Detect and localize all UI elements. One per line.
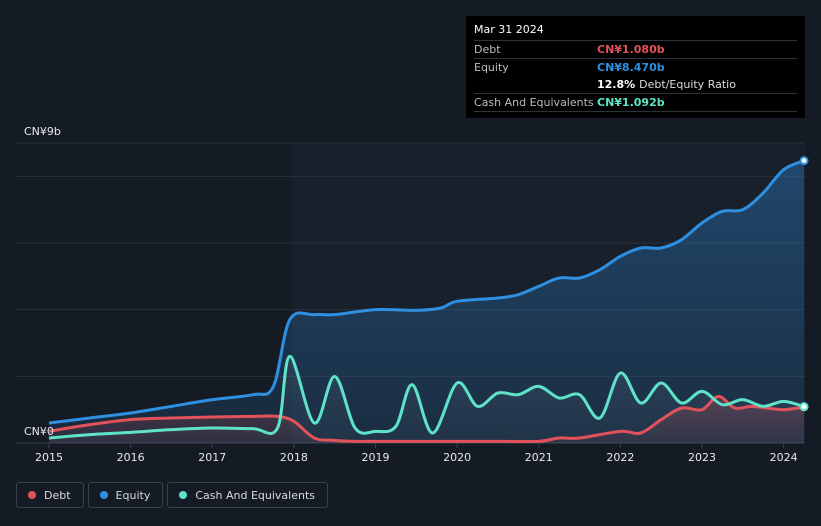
- cash-end-point: [799, 402, 809, 412]
- tooltip-row-equity: Equity CN¥8.470b: [474, 58, 797, 76]
- x-axis-ticks: 2015 2016 2017 2018 2019 2020 2021 2022 2023 2024: [35, 443, 798, 464]
- legend-item-debt[interactable]: Debt: [16, 482, 84, 508]
- tooltip-cash-label: Cash And Equivalents: [474, 96, 594, 109]
- x-tick-label: 2015: [35, 451, 63, 464]
- cash-area: [49, 356, 804, 443]
- tooltip-debt-value: CN¥1.080b: [597, 43, 665, 56]
- x-tick-label: 2016: [117, 451, 145, 464]
- x-tick-label: 2024: [770, 451, 798, 464]
- equity-line: [48, 159, 805, 425]
- debt-dot-icon: [28, 491, 36, 499]
- legend-label-debt: Debt: [44, 488, 71, 502]
- cash-line: [48, 354, 805, 440]
- tooltip-cash-value: CN¥1.092b: [597, 96, 665, 109]
- chart-legend: Debt Equity Cash And Equivalents: [16, 482, 328, 508]
- x-tick-label: 2017: [198, 451, 226, 464]
- y-top-label: CN¥9b: [24, 125, 61, 138]
- legend-item-equity[interactable]: Equity: [87, 482, 164, 508]
- tooltip-equity-value: CN¥8.470b: [597, 61, 665, 74]
- series-areas: [49, 160, 804, 443]
- tooltip-row-debt: Debt CN¥1.080b: [474, 40, 797, 58]
- y-bottom-label: CN¥0: [24, 425, 54, 438]
- x-tick-label: 2019: [361, 451, 389, 464]
- tooltip-row-ratio: 12.8% Debt/Equity Ratio: [474, 76, 797, 93]
- tooltip-row-cash: Cash And Equivalents CN¥1.092b: [474, 93, 797, 111]
- cash-dot-icon: [179, 491, 188, 499]
- debt-line: [48, 394, 805, 444]
- tooltip-ratio-value: 12.8%: [597, 78, 636, 91]
- equity-end-point: [799, 156, 809, 166]
- legend-item-cash[interactable]: Cash And Equivalents: [167, 482, 328, 508]
- equity-dot-icon: [99, 491, 108, 499]
- x-tick-label: 2020: [443, 451, 471, 464]
- legend-label-cash: Cash And Equivalents: [195, 488, 315, 502]
- tooltip-ratio-label: Debt/Equity Ratio: [639, 78, 736, 91]
- x-tick-label: 2022: [606, 451, 634, 464]
- tooltip-debt-label: Debt: [474, 43, 501, 56]
- tooltip-panel: Mar 31 2024 Debt CN¥1.080b Equity CN¥8.4…: [466, 16, 805, 118]
- x-tick-label: 2018: [280, 451, 308, 464]
- legend-label-equity: Equity: [115, 488, 151, 502]
- tooltip-equity-label: Equity: [474, 61, 509, 74]
- equity-area: [49, 160, 804, 443]
- x-tick-label: 2023: [688, 451, 716, 464]
- x-tick-label: 2021: [525, 451, 553, 464]
- debt-area: [49, 396, 804, 443]
- series-lines: [48, 156, 809, 444]
- tooltip-date: Mar 31 2024: [474, 23, 544, 36]
